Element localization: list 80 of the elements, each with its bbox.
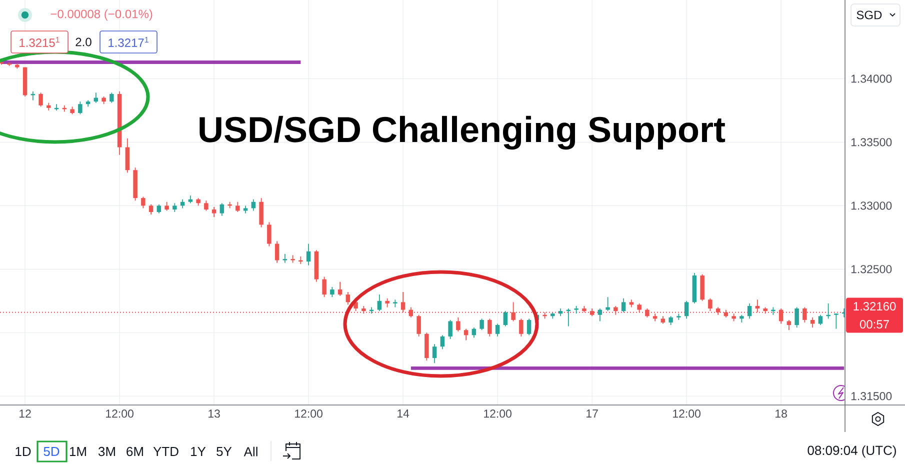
candlestick <box>488 318 492 337</box>
y-tick-label: 1.32500 <box>851 265 892 274</box>
candlestick <box>204 200 208 212</box>
candlestick <box>274 240 280 264</box>
candlestick <box>755 299 760 313</box>
candlestick <box>708 298 712 312</box>
ref-line-label: 1.32160 <box>854 302 896 311</box>
x-tick-label: 12:00 <box>484 410 512 418</box>
text: 1D <box>16 447 31 456</box>
text: 1Y <box>191 447 206 456</box>
text: All <box>244 446 258 456</box>
candlestick <box>598 308 602 322</box>
candlestick <box>606 296 610 312</box>
candlestick <box>456 316 460 332</box>
text: 3M <box>98 446 115 456</box>
candlestick <box>440 334 445 350</box>
candlestick <box>432 344 437 364</box>
candlestick <box>306 243 311 266</box>
candlestick <box>786 319 792 331</box>
candlestick <box>338 281 342 296</box>
candlestick <box>78 101 82 115</box>
candlestick <box>220 202 224 216</box>
candlestick <box>236 201 240 212</box>
candlestick <box>282 253 288 264</box>
text: SGD <box>856 10 882 20</box>
y-tick-label: 1.31500 <box>851 392 892 400</box>
candlestick <box>511 302 516 322</box>
candlestick <box>818 314 823 326</box>
candlestick <box>290 254 295 264</box>
text: 08:09:04 (UTC) <box>808 445 896 458</box>
x-tick-label: 18 <box>776 410 787 418</box>
y-tick-label: 1.33500 <box>851 138 892 146</box>
annotation: 1.3217$^{1}$ <box>108 37 148 47</box>
candlestick <box>684 300 689 320</box>
text: 5D <box>44 446 60 456</box>
annotation: 2.0 <box>76 38 92 46</box>
candlestick <box>802 306 807 323</box>
candlestick <box>330 286 334 298</box>
candlestick <box>322 276 326 298</box>
y-tick-label: 1.33000 <box>851 202 892 210</box>
candlestick <box>125 138 130 174</box>
candlestick <box>519 318 524 337</box>
candlestick <box>526 318 532 336</box>
annotation: −0.00008 (−0.01%) <box>50 9 152 21</box>
x-tick-label: 17 <box>586 410 598 418</box>
text: 5Y <box>216 446 232 456</box>
candlestick <box>778 308 784 324</box>
candlestick <box>621 298 626 313</box>
text: 1M <box>70 447 86 456</box>
candlestick <box>400 292 406 313</box>
candlestick <box>448 319 452 340</box>
candlestick <box>416 314 421 337</box>
text: YTD <box>153 447 178 456</box>
x-tick-label: 12 <box>20 410 31 418</box>
x-tick-label: 14 <box>398 410 410 418</box>
candlestick <box>464 328 468 341</box>
candlestick <box>148 204 154 216</box>
candlestick <box>259 198 264 228</box>
candlestick <box>794 306 799 328</box>
candlestick <box>38 92 43 108</box>
text: USD/SGD Challenging Support <box>200 116 726 150</box>
candlestick <box>747 302 752 320</box>
candlestick <box>377 294 382 312</box>
candlestick <box>267 222 272 247</box>
candlestick <box>834 313 838 330</box>
x-tick-label: 13 <box>208 410 220 418</box>
x-tick-label: 12:00 <box>106 410 134 418</box>
text: 6M <box>126 446 143 456</box>
x-tick-label: 12:00 <box>673 410 700 418</box>
y-tick-label: 1.34000 <box>851 74 892 83</box>
annotation: 1.3215$^{1}$ <box>20 37 60 47</box>
candlestick <box>346 292 350 306</box>
candlestick <box>141 196 146 209</box>
candlestick <box>212 206 216 218</box>
candlestick <box>110 92 114 104</box>
text: 00:57 <box>860 320 889 329</box>
candlestick <box>503 310 508 327</box>
candlestick <box>495 323 500 337</box>
candlestick <box>480 318 484 331</box>
x-tick-label: 12:00 <box>295 410 322 418</box>
